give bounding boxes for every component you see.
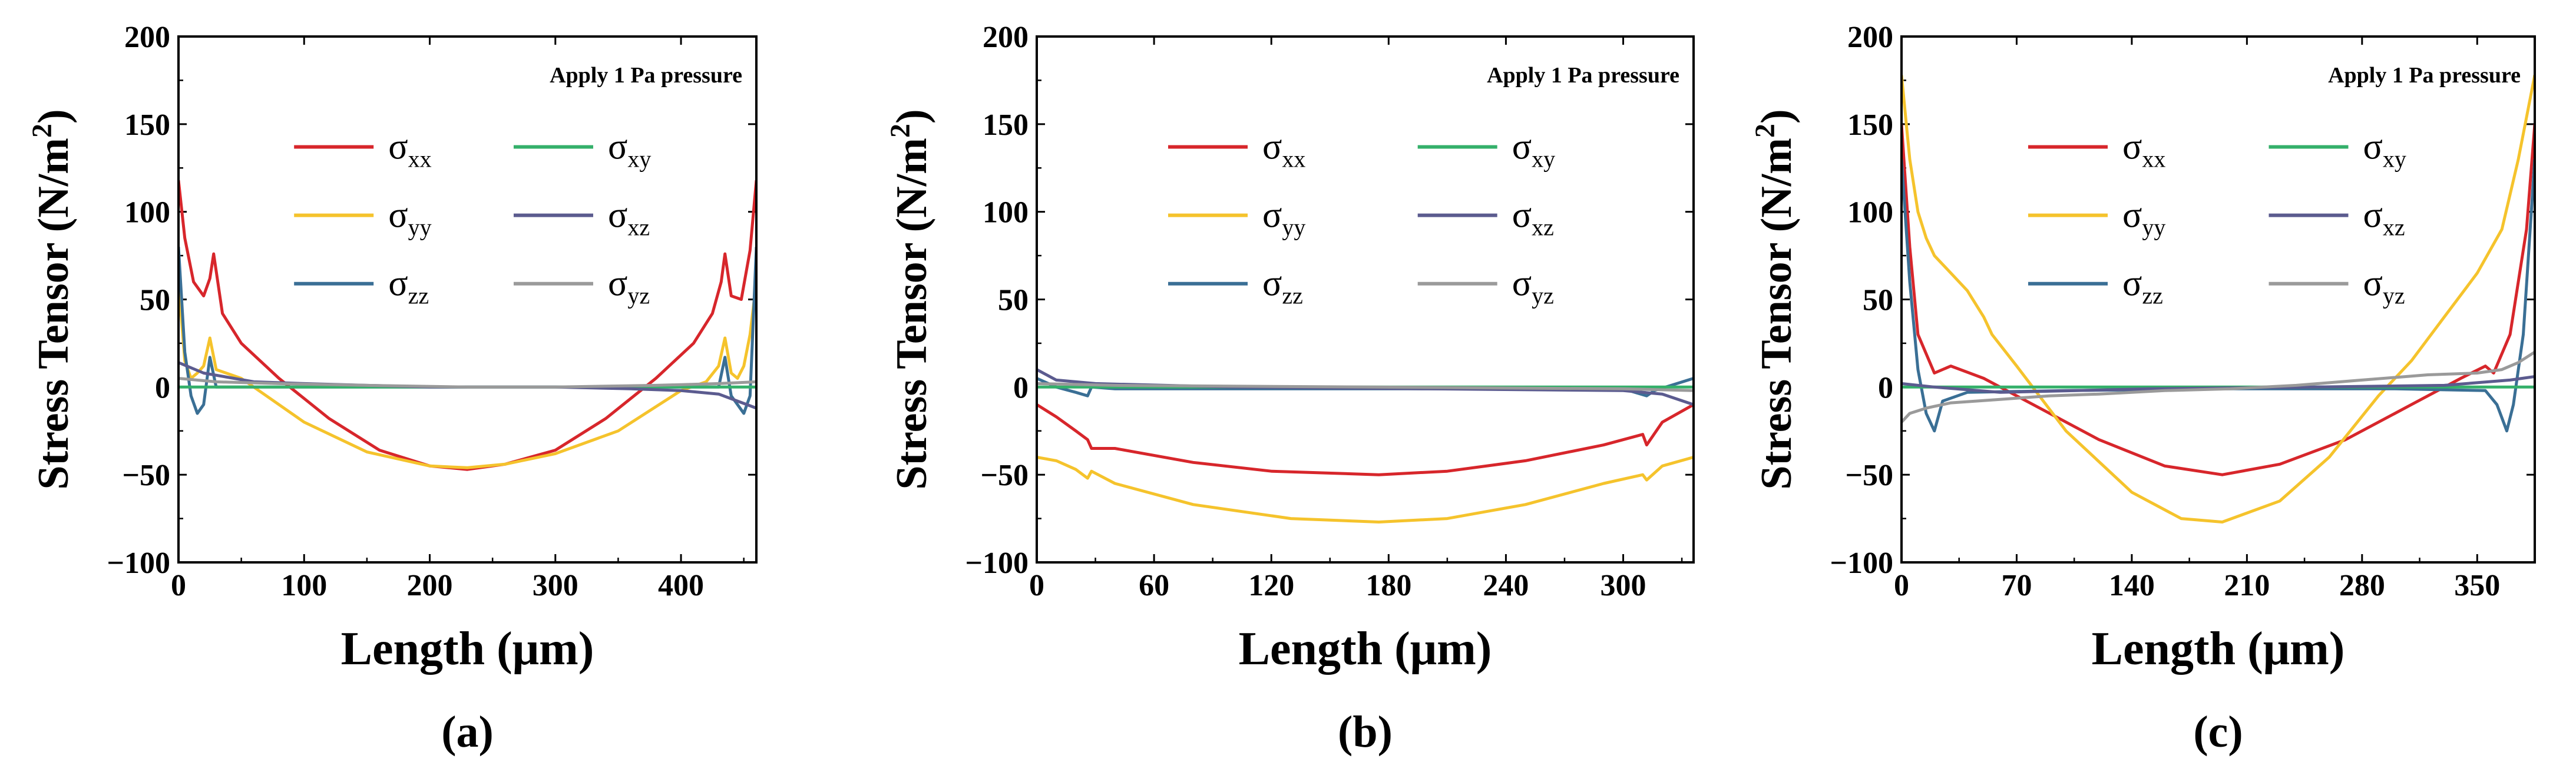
y-axis-title: Stress Tensor (N/m2) (885, 109, 936, 489)
legend-entry-syz: σyz (1512, 264, 1554, 309)
y-tick-label: 200 (983, 21, 1029, 54)
x-axis-title: Length (μm) (341, 623, 594, 675)
chart-panel-1: −100 −50 0 50 100 150 200 0 60 120 180 240 300 Apply … (885, 21, 1695, 757)
plot-frame (1900, 35, 2536, 564)
legend-entry-szz: σzz (388, 264, 429, 309)
y-tick-label: −100 (1830, 546, 1893, 580)
x-tick-label: 60 (1139, 569, 1169, 602)
x-tick-label: 300 (1601, 569, 1646, 602)
annotation: Apply 1 Pa pressure (2328, 63, 2521, 88)
series-line-sxx (1902, 124, 2535, 476)
panel-label: (a) (441, 707, 494, 757)
legend-entry-szz: σzz (2122, 264, 2163, 309)
series-line-syz (1902, 350, 2535, 423)
legend-entry-sxy: σxy (1512, 127, 1555, 173)
x-tick-label: 210 (2224, 569, 2270, 602)
x-tick-label: 350 (2454, 569, 2500, 602)
legend-entry-sxx: σxx (388, 127, 431, 173)
y-axis-title: Stress Tensor (N/m2) (27, 109, 78, 489)
x-axis-title: Length (μm) (1239, 623, 1492, 675)
panel-label: (c) (2193, 707, 2243, 757)
y-tick-label: 0 (155, 371, 170, 405)
legend-entry-sxy: σxy (608, 127, 651, 173)
chart-panel-0: −100 −50 0 50 100 150 200 0 100 200 300 400 Apply 1 … (27, 21, 758, 757)
series-line-syy (178, 281, 756, 469)
y-tick-label: 0 (1878, 371, 1893, 405)
y-tick-label: 200 (124, 21, 170, 54)
legend-entry-syy: σyy (388, 196, 431, 241)
legend-entry-sxx: σxx (2122, 127, 2165, 173)
legend-entry-sxx: σxx (1262, 127, 1305, 173)
series-line-sxx (178, 180, 756, 471)
x-tick-label: 300 (533, 569, 578, 602)
annotation: Apply 1 Pa pressure (550, 63, 742, 88)
x-tick-label: 0 (1894, 569, 1909, 602)
x-tick-label: 200 (407, 569, 453, 602)
x-tick-label: 70 (2001, 569, 2032, 602)
y-tick-label: −100 (965, 546, 1029, 580)
y-tick-label: 50 (1863, 284, 1893, 317)
series-line-syz (1037, 382, 1694, 392)
y-tick-label: 100 (1847, 196, 1893, 230)
panel-label: (b) (1338, 707, 1393, 757)
x-tick-label: 280 (2339, 569, 2385, 602)
plot-frame (1036, 35, 1695, 564)
y-tick-label: 150 (983, 108, 1029, 142)
y-tick-label: −50 (122, 459, 170, 492)
plot-frame (177, 35, 758, 564)
legend-entry-sxz: σxz (608, 196, 650, 241)
y-tick-label: 200 (1847, 21, 1893, 54)
legend-entry-sxy: σxy (2363, 127, 2406, 173)
x-tick-label: 0 (1029, 569, 1044, 602)
y-axis-title: Stress Tensor (N/m2) (1750, 109, 1801, 489)
y-tick-label: 0 (1013, 371, 1029, 405)
x-tick-label: 180 (1365, 569, 1411, 602)
y-tick-label: 100 (124, 196, 170, 230)
y-tick-label: 100 (983, 196, 1029, 230)
y-tick-label: 50 (140, 284, 170, 317)
y-tick-label: 150 (1847, 108, 1893, 142)
x-axis-title: Length (μm) (2092, 623, 2345, 675)
series-line-syz (178, 377, 756, 389)
legend-entry-sxz: σxz (2363, 196, 2405, 241)
x-tick-label: 240 (1483, 569, 1529, 602)
legend-entry-sxz: σxz (1512, 196, 1554, 241)
legend-entry-szz: σzz (1262, 264, 1303, 309)
y-tick-label: 150 (124, 108, 170, 142)
x-tick-label: 140 (2109, 569, 2155, 602)
x-tick-label: 0 (171, 569, 186, 602)
y-tick-label: −50 (980, 459, 1029, 492)
chart-panel-2: −100 −50 0 50 100 150 200 0 70 140 210 280 350 Apply … (1750, 21, 2536, 757)
legend-entry-syz: σyz (2363, 264, 2405, 309)
legend-entry-syy: σyy (2122, 196, 2165, 241)
legend-entry-syz: σyz (608, 264, 650, 309)
y-tick-label: −50 (1845, 459, 1893, 492)
y-tick-label: −100 (107, 546, 170, 580)
x-tick-label: 100 (281, 569, 327, 602)
annotation: Apply 1 Pa pressure (1487, 63, 1679, 88)
x-tick-label: 120 (1248, 569, 1294, 602)
series-line-sxx (1037, 403, 1694, 476)
legend-entry-syy: σyy (1262, 196, 1305, 241)
series-line-syy (1902, 75, 2535, 523)
y-tick-label: 50 (998, 284, 1029, 317)
series-line-syy (1037, 455, 1694, 523)
x-tick-label: 400 (658, 569, 704, 602)
